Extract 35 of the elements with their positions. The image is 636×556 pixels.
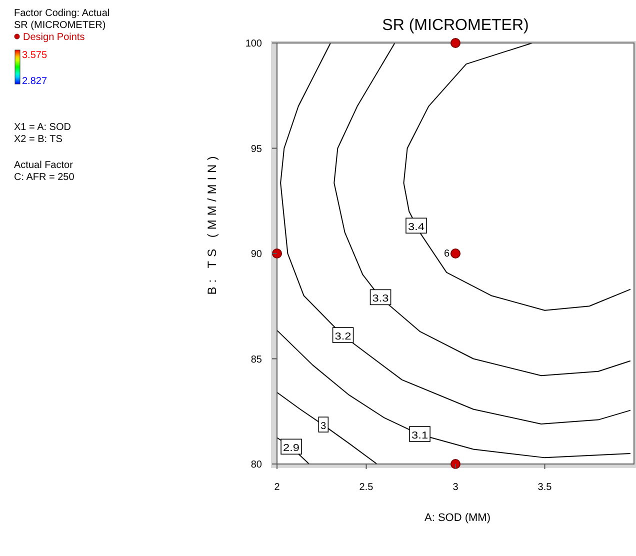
- point: [450, 38, 461, 48]
- line-series: [277, 392, 378, 464]
- y-tick-label: 90: [250, 249, 262, 260]
- y-axis-title: B: TS (MM/MIN): [205, 152, 219, 295]
- x-tick-label: 2.5: [359, 482, 374, 493]
- annotation: 3.1: [412, 430, 429, 442]
- point: [272, 248, 282, 259]
- text: X2 = B: TS: [14, 134, 63, 145]
- y-tick-label: 80: [250, 460, 262, 470]
- color-bar-label: 3.575: [22, 50, 48, 61]
- color-bar-title: SR (MICROMETER): [14, 20, 106, 31]
- text: C: AFR = 250: [14, 172, 75, 183]
- annotation: 3.3: [372, 294, 390, 305]
- annotation: 6: [444, 248, 450, 260]
- text: X1 = A: SOD: [14, 122, 71, 133]
- line-series: [334, 43, 631, 376]
- annotation: 3.2: [334, 332, 352, 343]
- x-tick-label: 2: [274, 482, 280, 493]
- line-series: [403, 43, 631, 311]
- annotation: 2.9: [283, 443, 300, 454]
- text: Actual Factor: [14, 160, 74, 171]
- text: Factor Coding: Actual: [14, 8, 110, 19]
- x-tick-label: 3: [452, 482, 459, 493]
- color-bar-label: 2.827: [22, 76, 48, 87]
- annotation: 3.4: [408, 222, 425, 234]
- point: [450, 248, 461, 259]
- chart-title: SR (MICROMETER): [382, 17, 529, 34]
- y-tick-label: 85: [250, 354, 262, 366]
- x-axis-title: A: SOD (MM): [424, 512, 490, 524]
- y-tick-label: 95: [250, 144, 262, 155]
- x-tick-label: 3.5: [538, 482, 552, 493]
- y-tick-label: 100: [245, 38, 262, 50]
- point: [450, 458, 461, 470]
- legend-label: Design Points: [23, 32, 85, 43]
- line-series: [277, 330, 631, 458]
